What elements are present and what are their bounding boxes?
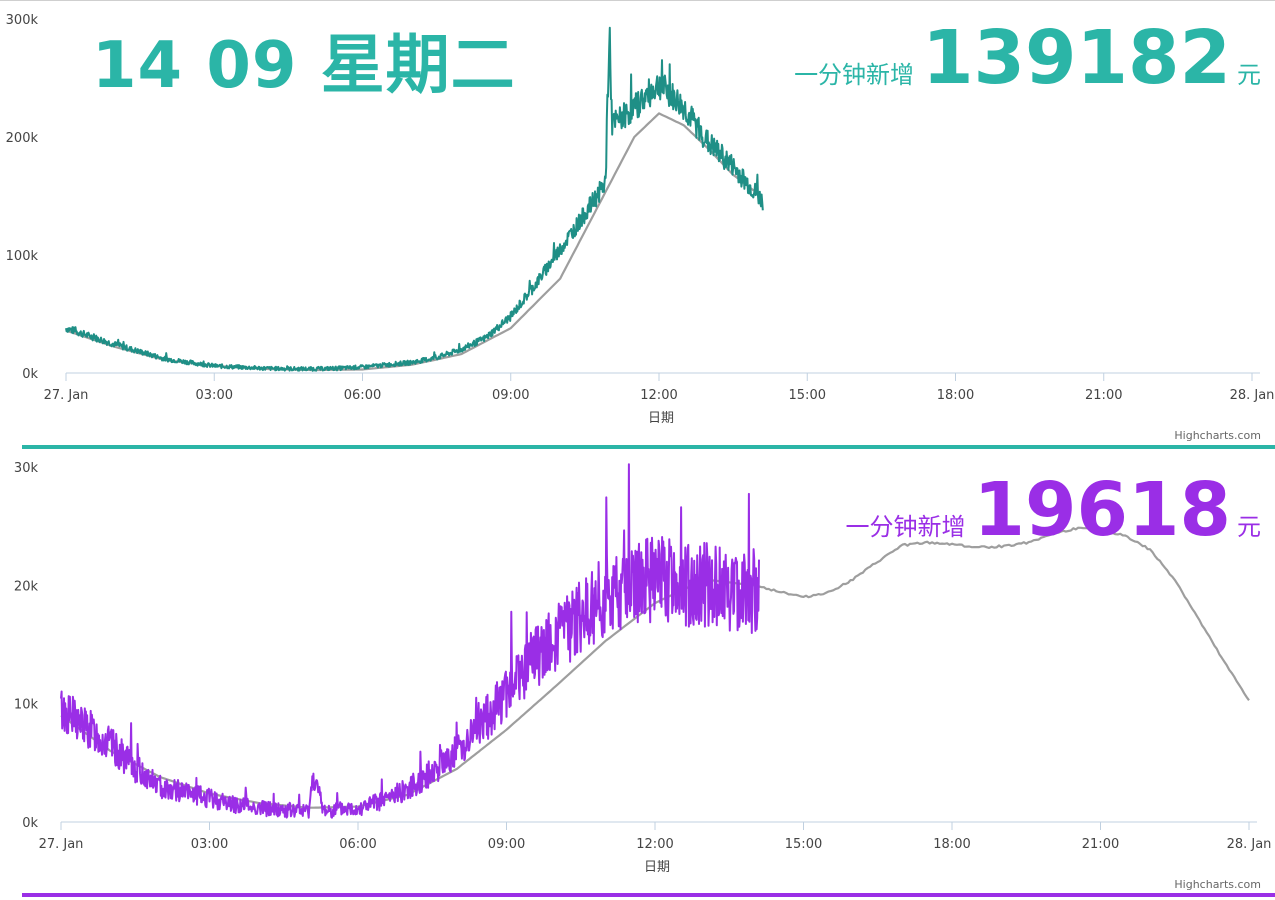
- x-tick-label: 15:00: [785, 837, 822, 852]
- x-tick-label: 18:00: [933, 837, 970, 852]
- today-series-line: [60, 463, 760, 819]
- reference-series-line: [65, 112, 759, 372]
- x-tick-label: 28. Jan: [1227, 837, 1272, 852]
- x-axis-title: 日期: [648, 411, 674, 426]
- highcharts-credit: Highcharts.com: [1174, 429, 1261, 442]
- x-tick-label: 18:00: [937, 388, 974, 403]
- x-tick-label: 21:00: [1082, 837, 1119, 852]
- x-tick-label: 09:00: [492, 388, 529, 403]
- y-tick-label: 30k: [14, 461, 39, 476]
- x-axis-title: 日期: [644, 860, 670, 875]
- x-tick-label: 27. Jan: [44, 388, 89, 403]
- top-border: [0, 0, 1275, 1]
- x-tick-label: 06:00: [339, 837, 376, 852]
- date-display: 14 09 星期二: [92, 29, 516, 103]
- top-counter: 一分钟新增 139182 元: [794, 18, 1261, 98]
- bottom-counter-label: 一分钟新增: [845, 513, 966, 541]
- top-counter-label: 一分钟新增: [794, 61, 915, 89]
- y-tick-label: 20k: [14, 579, 39, 594]
- bottom-counter-value: 19618: [973, 467, 1231, 553]
- y-tick-label: 10k: [14, 698, 39, 713]
- top-chart-panel: 27. Jan 03:00 06:00 09:00 12:00 15:00 18:00 21:…: [6, 13, 1275, 442]
- bottom-chart: 27. Jan 03:00 06:00 09:00 12:00 15:00 18:00 21:…: [14, 461, 1272, 891]
- y-tick-label: 200k: [6, 131, 39, 146]
- bottom-separator: [22, 893, 1275, 897]
- bottom-counter: 一分钟新增 19618 元: [846, 470, 1261, 550]
- top-separator: [22, 445, 1275, 449]
- top-counter-unit: 元: [1237, 61, 1261, 89]
- x-tick-label: 12:00: [636, 837, 673, 852]
- y-tick-label: 0k: [22, 816, 38, 831]
- top-chart: 27. Jan 03:00 06:00 09:00 12:00 15:00 18:00 21:…: [6, 13, 1275, 442]
- x-tick-label: 12:00: [640, 388, 677, 403]
- x-tick-label: 28. Jan: [1230, 388, 1275, 403]
- x-tick-label: 06:00: [344, 388, 381, 403]
- x-tick-label: 27. Jan: [39, 837, 84, 852]
- bottom-chart-panel: 27. Jan 03:00 06:00 09:00 12:00 15:00 18:00 21:…: [0, 450, 1275, 900]
- top-counter-value: 139182: [922, 15, 1231, 101]
- highcharts-credit: Highcharts.com: [1174, 878, 1261, 891]
- x-tick-label: 09:00: [488, 837, 525, 852]
- y-tick-label: 100k: [6, 249, 39, 264]
- x-tick-label: 03:00: [196, 388, 233, 403]
- y-tick-label: 300k: [6, 13, 39, 28]
- x-tick-label: 21:00: [1085, 388, 1122, 403]
- x-tick-label: 15:00: [789, 388, 826, 403]
- y-tick-label: 0k: [22, 367, 38, 382]
- x-tick-label: 03:00: [191, 837, 228, 852]
- today-series-line: [65, 26, 764, 372]
- bottom-counter-unit: 元: [1237, 513, 1261, 541]
